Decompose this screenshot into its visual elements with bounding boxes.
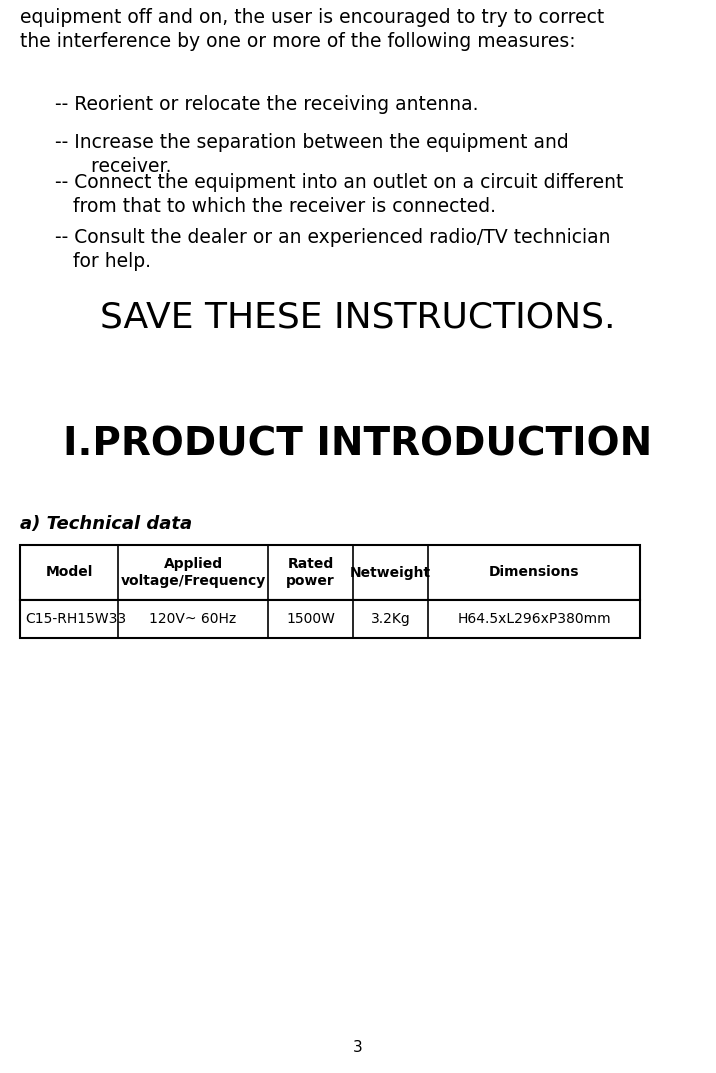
Bar (20, 545, 640, 600)
Text: Netweight: Netweight (350, 565, 431, 579)
Text: Rated
power: Rated power (286, 557, 335, 588)
Text: C15-RH15W33: C15-RH15W33 (25, 612, 126, 626)
Text: -- Increase the separation between the equipment and
      receiver.: -- Increase the separation between the e… (55, 133, 569, 176)
Text: I.PRODUCT INTRODUCTION: I.PRODUCT INTRODUCTION (64, 425, 652, 464)
Text: Model: Model (45, 565, 92, 579)
Text: 120V~ 60Hz: 120V~ 60Hz (150, 612, 236, 626)
Text: -- Connect the equipment into an outlet on a circuit different
   from that to w: -- Connect the equipment into an outlet … (55, 173, 624, 217)
Text: H64.5xL296xP380mm: H64.5xL296xP380mm (458, 612, 611, 626)
Text: Dimensions: Dimensions (489, 565, 579, 579)
Text: 3: 3 (353, 1040, 363, 1055)
Text: Applied
voltage/Frequency: Applied voltage/Frequency (120, 557, 266, 588)
Text: SAVE THESE INSTRUCTIONS.: SAVE THESE INSTRUCTIONS. (100, 300, 616, 334)
Bar (20, 600, 640, 638)
Text: -- Consult the dealer or an experienced radio/TV technician
   for help.: -- Consult the dealer or an experienced … (55, 227, 611, 271)
Text: equipment off and on, the user is encouraged to try to correct
the interference : equipment off and on, the user is encour… (20, 8, 604, 52)
Text: 3.2Kg: 3.2Kg (371, 612, 410, 626)
Text: 1500W: 1500W (286, 612, 335, 626)
Text: -- Reorient or relocate the receiving antenna.: -- Reorient or relocate the receiving an… (55, 95, 478, 114)
Text: a) Technical data: a) Technical data (20, 515, 192, 533)
